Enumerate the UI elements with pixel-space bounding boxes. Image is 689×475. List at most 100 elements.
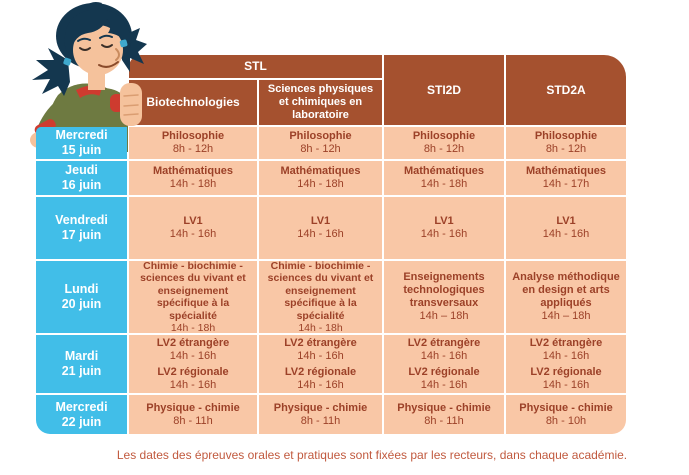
exam-time: 14h - 18h (297, 178, 344, 190)
exam-subject: LV1 (183, 215, 203, 227)
exam-cell: LV1 14h - 16h (129, 197, 257, 259)
exam-cell: Philosophie 8h - 12h (129, 127, 257, 159)
exam-cell: Chimie - biochimie - sciences du vivant … (259, 259, 382, 334)
exam-cell: LV2 étrangère 14h - 16h LV2 régionale 14h … (259, 335, 382, 393)
exam-time: 14h - 16h (297, 349, 344, 362)
left-pigtail (32, 48, 70, 96)
exam-time: 14h - 16h (169, 378, 217, 391)
hair-tie (119, 39, 128, 48)
exam-cell: Philosophie 8h - 12h (506, 127, 626, 159)
exam-time: 8h - 12h (172, 143, 214, 155)
exam-subject: LV2 étrangère (284, 336, 357, 349)
exam-cell: LV2 étrangère 14h - 16h LV2 régionale 14h … (384, 335, 504, 393)
date-day: Vendredi (55, 213, 108, 227)
exam-subject: LV2 régionale (157, 365, 229, 378)
exam-time: 14h - 16h (169, 349, 217, 362)
exam-time: 8h - 12h (545, 143, 587, 155)
exam-time: 14h – 18h (419, 310, 469, 322)
closed-eye (79, 47, 91, 51)
exam-subject: Philosophie (412, 130, 476, 142)
exam-subject: Mathématiques (403, 165, 485, 177)
date-cell: Mardi 21 juin (36, 335, 127, 393)
exam-subject: LV2 étrangère (407, 336, 481, 349)
finger-lines (123, 94, 139, 116)
exam-cell: LV1 14h - 16h (506, 197, 626, 259)
exam-subject: Physique - chimie (146, 401, 240, 414)
exam-subject: Physique - chimie (397, 401, 491, 414)
date-value: 21 juin (61, 364, 102, 378)
date-cell: Jeudi 16 juin (36, 161, 127, 195)
exam-subject: LV1 (310, 215, 331, 227)
exam-cell: Mathématiques 14h - 18h (259, 161, 382, 195)
exam-subject: Chimie - biochimie - sciences du vivant … (267, 259, 374, 322)
exam-subject: LV1 (434, 215, 454, 227)
exam-cell: LV1 14h - 16h (259, 197, 382, 259)
closed-eye (101, 44, 113, 48)
neck (88, 70, 105, 90)
exam-cell: Analyse méthodique en design et arts app… (506, 261, 626, 333)
face (73, 25, 123, 75)
exam-time: 8h - 10h (545, 414, 587, 427)
exam-subject: Philosophie (289, 130, 352, 142)
exam-cell: LV1 14h - 16h (384, 197, 504, 259)
exam-cell: Mathématiques 14h - 17h (506, 161, 626, 195)
exam-cell: Philosophie 8h - 12h (259, 127, 382, 159)
mascot-girl-head (32, 2, 147, 126)
exam-subject: Physique - chimie (273, 401, 368, 414)
exam-subject: Mathématiques (152, 165, 234, 177)
smile (98, 61, 119, 68)
exam-schedule-table: STL Biotechnologies Sciences physiques e… (36, 55, 626, 434)
exam-subject: Philosophie (534, 130, 598, 142)
exam-time: 14h - 18h (420, 178, 468, 190)
exam-time: 14h - 18h (170, 322, 216, 334)
exam-cell: Physique - chimie 8h - 11h (259, 395, 382, 434)
exam-cell: Physique - chimie 8h - 11h (384, 395, 504, 434)
column-group-header-stl: STL (129, 55, 382, 78)
bangs (64, 9, 131, 53)
exam-time: 14h - 16h (169, 228, 217, 240)
footnote-text: Les dates des épreuves orales et pratiqu… (116, 448, 628, 462)
exam-time: 8h - 12h (300, 143, 341, 155)
date-value: 15 juin (61, 143, 102, 157)
date-value: 22 juin (61, 414, 102, 429)
date-day: Mercredi (55, 128, 108, 142)
hair-tie (63, 57, 72, 66)
exam-time: 14h - 16h (420, 228, 468, 240)
exam-time: 8h - 12h (423, 143, 465, 155)
hand-on-table (120, 83, 142, 126)
exam-subject: LV2 régionale (530, 365, 602, 378)
exam-subject: Mathématiques (525, 165, 607, 177)
eyebrow (99, 34, 113, 39)
exam-time: 14h - 16h (297, 378, 344, 391)
exam-cell: LV2 étrangère 14h - 16h LV2 régionale 14h … (506, 335, 626, 393)
exam-subject: Chimie - biochimie - sciences du vivant … (140, 259, 246, 322)
exam-time: 14h - 16h (420, 378, 468, 391)
exam-subject: LV2 étrangère (156, 336, 230, 349)
exam-cell: Mathématiques 14h - 18h (384, 161, 504, 195)
date-day: Mardi (64, 349, 99, 363)
exam-time: 14h - 16h (542, 349, 590, 362)
exam-subject: Physique - chimie (519, 401, 613, 414)
exam-time: 14h - 16h (542, 228, 590, 240)
nose (115, 48, 120, 61)
date-cell: Lundi 20 juin (36, 261, 127, 333)
date-value: 16 juin (61, 178, 102, 192)
exam-subject: LV1 (556, 215, 576, 227)
exam-cell: Philosophie 8h - 12h (384, 127, 504, 159)
exam-time: 14h - 16h (420, 349, 468, 362)
exam-cell: Physique - chimie 8h - 11h (129, 395, 257, 434)
exam-subject: Mathématiques (280, 165, 361, 177)
exam-time: 14h - 17h (542, 178, 590, 190)
column-header-std2a: STD2A (506, 55, 626, 125)
exam-time: 8h - 11h (173, 414, 213, 427)
exam-cell: Mathématiques 14h - 18h (129, 161, 257, 195)
exam-time: 14h - 16h (542, 378, 590, 391)
exam-subject: LV2 étrangère (529, 336, 603, 349)
exam-subject: Analyse méthodique en design et arts app… (512, 271, 620, 309)
column-header-sti2d: STI2D (384, 55, 504, 125)
date-day: Mercredi (55, 399, 108, 414)
exam-cell: Chimie - biochimie - sciences du vivant … (129, 259, 257, 334)
date-cell: Mercredi 22 juin (36, 395, 127, 434)
exam-subject: Philosophie (161, 130, 225, 142)
